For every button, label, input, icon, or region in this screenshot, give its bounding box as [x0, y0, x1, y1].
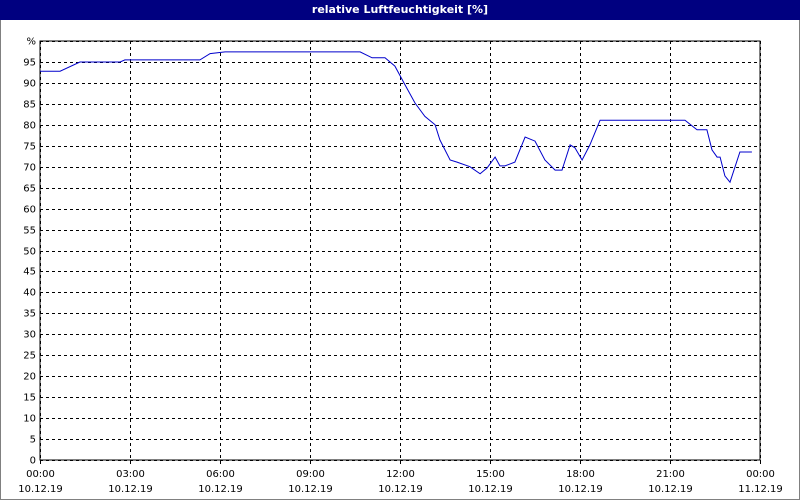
x-tick-date: 10.12.19	[18, 484, 63, 495]
y-tick-label: 45	[23, 267, 36, 278]
y-tick-label: 65	[23, 184, 36, 195]
y-tick-label: 95	[23, 58, 36, 69]
x-tick-label: 00:00	[26, 469, 55, 480]
y-tick-label: 55	[23, 226, 36, 237]
x-tick-label: 03:00	[116, 469, 145, 480]
x-tick-label: 09:00	[296, 469, 325, 480]
x-tick-date: 10.12.19	[198, 484, 243, 495]
x-tick-date: 10.12.19	[288, 484, 333, 495]
y-tick-label: 75	[23, 142, 36, 153]
x-tick-label: 06:00	[206, 469, 235, 480]
title-bar	[0, 0, 800, 20]
data-line	[40, 51, 752, 184]
y-tick-label: 70	[23, 163, 36, 174]
chart-title: relative Luftfeuchtigkeit [%]	[312, 3, 488, 16]
y-tick-label: 10	[23, 414, 36, 425]
y-tick-label: 30	[23, 330, 36, 341]
y-tick-label: %	[26, 37, 36, 48]
x-tick-date: 11.12.19	[738, 484, 783, 495]
x-tick-date: 10.12.19	[378, 484, 423, 495]
y-tick-label: 60	[23, 205, 36, 216]
x-tick-label: 00:00	[746, 469, 775, 480]
x-tick-date: 10.12.19	[558, 484, 603, 495]
y-tick-label: 15	[23, 393, 36, 404]
y-tick-label: 20	[23, 372, 36, 383]
x-tick-label: 15:00	[476, 469, 505, 480]
y-tick-label: 5	[30, 435, 36, 446]
y-tick-label: 80	[23, 121, 36, 132]
y-tick-label: 25	[23, 351, 36, 362]
x-tick-date: 10.12.19	[648, 484, 693, 495]
y-tick-label: 50	[23, 247, 36, 258]
y-tick-label: 35	[23, 309, 36, 320]
x-tick-date: 10.12.19	[108, 484, 153, 495]
x-tick-label: 12:00	[386, 469, 415, 480]
y-tick-label: 40	[23, 288, 36, 299]
x-tick-label: 21:00	[656, 469, 685, 480]
y-tick-label: 0	[30, 456, 36, 467]
y-tick-label: 85	[23, 100, 36, 111]
y-tick-label: 90	[23, 79, 36, 90]
x-tick-date: 10.12.19	[468, 484, 513, 495]
x-tick-label: 18:00	[566, 469, 595, 480]
